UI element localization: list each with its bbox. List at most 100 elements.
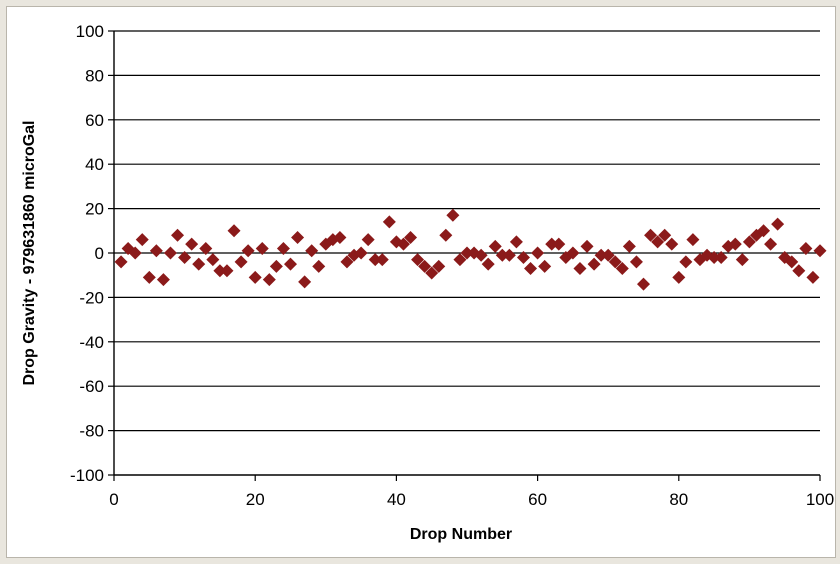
data-point — [163, 246, 177, 260]
data-point — [171, 228, 185, 242]
y-tick-label: 80 — [85, 66, 104, 85]
data-point — [255, 242, 269, 256]
data-point — [516, 250, 530, 264]
x-tick-label: 40 — [387, 490, 406, 509]
data-point — [757, 224, 771, 238]
data-point — [128, 246, 142, 260]
data-point — [248, 270, 262, 284]
data-point — [368, 253, 382, 267]
data-point — [495, 248, 509, 262]
data-point — [672, 270, 686, 284]
data-point — [114, 255, 128, 269]
data-point — [354, 246, 368, 260]
data-point — [806, 270, 820, 284]
data-point — [771, 217, 785, 231]
data-point — [608, 255, 622, 269]
x-tick-label: 0 — [109, 490, 118, 509]
data-point — [665, 237, 679, 251]
gridlines — [114, 30, 820, 432]
data-point — [446, 208, 460, 222]
data-point — [799, 242, 813, 256]
data-point — [785, 255, 799, 269]
y-tick-label: 60 — [85, 111, 104, 130]
data-point — [792, 264, 806, 278]
data-point — [142, 270, 156, 284]
data-point — [375, 253, 389, 267]
data-point — [735, 253, 749, 267]
data-point — [686, 233, 700, 247]
data-point — [538, 259, 552, 273]
data-point — [651, 235, 665, 249]
data-point — [552, 237, 566, 251]
data-point — [615, 262, 629, 276]
data-point — [488, 239, 502, 253]
data-point — [227, 224, 241, 238]
data-point — [629, 255, 643, 269]
data-point — [728, 237, 742, 251]
data-point — [432, 259, 446, 273]
data-point — [524, 262, 538, 276]
y-tick-label: 20 — [85, 200, 104, 219]
data-point — [291, 230, 305, 244]
data-point — [269, 259, 283, 273]
data-point — [460, 246, 474, 260]
data-point — [439, 228, 453, 242]
y-tick-label: 100 — [76, 22, 104, 41]
data-point — [199, 242, 213, 256]
data-point — [220, 264, 234, 278]
y-tick-label: 40 — [85, 155, 104, 174]
data-point — [185, 237, 199, 251]
data-point — [594, 248, 608, 262]
data-point — [580, 239, 594, 253]
data-point — [382, 215, 396, 229]
y-tick-label: 0 — [95, 244, 104, 263]
data-point — [658, 228, 672, 242]
data-point — [178, 250, 192, 264]
data-point — [573, 262, 587, 276]
data-point — [192, 257, 206, 271]
data-point — [679, 255, 693, 269]
data-point — [213, 264, 227, 278]
data-point — [644, 228, 658, 242]
data-point — [276, 242, 290, 256]
y-tick-label: -80 — [79, 422, 104, 441]
data-point — [502, 248, 516, 262]
axes — [108, 30, 821, 481]
data-point — [481, 257, 495, 271]
data-point — [298, 275, 312, 289]
data-point — [312, 259, 326, 273]
data-point — [333, 230, 347, 244]
data-point — [149, 244, 163, 258]
x-tick-label: 80 — [669, 490, 688, 509]
data-point — [361, 233, 375, 247]
data-point — [474, 248, 488, 262]
tick-labels: 100 80 60 40 20 0 -20 -40 -60 -80 -100 0 20 40 60 80 100 — [70, 22, 834, 509]
data-point — [601, 248, 615, 262]
data-point — [305, 244, 319, 258]
x-tick-label: 20 — [246, 490, 265, 509]
y-tick-label: -20 — [79, 288, 104, 307]
data-point — [234, 255, 248, 269]
chart-frame: 100 80 60 40 20 0 -20 -40 -60 -80 -100 0 20 40 60 80 100… — [6, 6, 836, 558]
x-tick-label: 100 — [806, 490, 834, 509]
data-point — [206, 253, 220, 267]
x-tick-label: 60 — [528, 490, 547, 509]
y-axis-title: Drop Gravity - 979631860 microGal — [21, 120, 38, 385]
data-point — [813, 244, 827, 258]
data-point — [396, 237, 410, 251]
data-point — [566, 246, 580, 260]
y-tick-label: -100 — [70, 466, 104, 485]
data-point — [531, 246, 545, 260]
data-points — [114, 208, 827, 291]
data-point — [545, 237, 559, 251]
data-point — [453, 253, 467, 267]
data-point — [509, 235, 523, 249]
data-point — [284, 257, 297, 271]
data-point — [742, 235, 756, 249]
data-point — [418, 259, 432, 273]
data-point — [340, 255, 354, 269]
data-point — [135, 233, 149, 247]
x-axis-title: Drop Number — [410, 526, 512, 543]
y-tick-label: -60 — [79, 377, 104, 396]
